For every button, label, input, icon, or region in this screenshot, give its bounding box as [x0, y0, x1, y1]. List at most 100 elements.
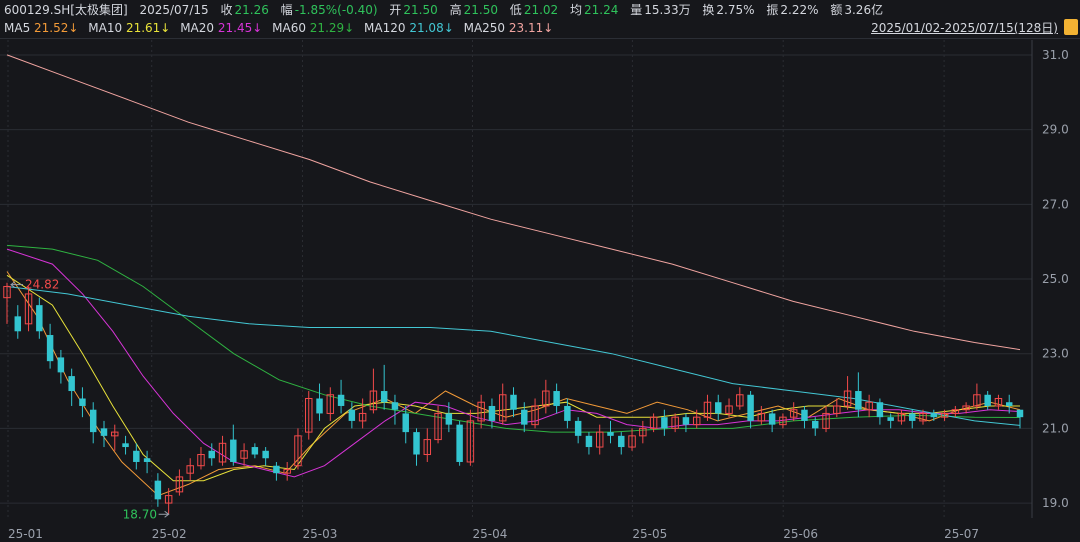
candle-body — [994, 398, 1003, 407]
x-tick-label: 25-07 — [944, 527, 979, 541]
candle-body — [682, 417, 690, 425]
ma-legend-item-3: MA60 21.29↓ — [272, 21, 355, 35]
y-tick-label: 23.0 — [1042, 347, 1069, 361]
candle-body — [466, 420, 475, 463]
high-label: 高 — [449, 3, 462, 17]
candle-body — [111, 431, 119, 437]
candle-body — [801, 409, 808, 421]
candle-body — [14, 316, 22, 332]
candle-body — [595, 431, 604, 448]
ma-legend: MA5 21.52↓ MA10 21.61↓ MA20 21.45↓ MA60 … — [4, 20, 559, 36]
candle-body — [100, 428, 108, 436]
candle-body — [531, 405, 539, 426]
x-tick-label: 25-05 — [632, 527, 667, 541]
candle-body — [843, 390, 852, 407]
candle-body — [865, 401, 873, 411]
candle-body — [186, 465, 194, 474]
candle-body — [661, 417, 668, 429]
x-tick-label: 25-06 — [783, 527, 818, 541]
candle-body — [218, 442, 227, 463]
candle-body — [628, 435, 636, 448]
candle-body — [574, 420, 582, 436]
candle-body — [1005, 402, 1013, 406]
candle-body — [962, 405, 970, 411]
y-tick-label: 25.0 — [1042, 272, 1069, 286]
y-tick-label: 27.0 — [1042, 197, 1069, 211]
candle-body — [585, 435, 593, 448]
candle-body — [876, 402, 884, 418]
candle-body — [779, 416, 787, 426]
candle-body — [498, 394, 507, 422]
turnover-label: 换 — [702, 3, 715, 17]
candle-body — [175, 476, 184, 493]
candle-body — [671, 416, 679, 429]
candle-body — [164, 495, 173, 504]
candle-body — [521, 409, 528, 425]
ma-legend-item-0: MA5 21.52↓ — [4, 21, 79, 35]
quote-date: 2025/07/15 — [139, 3, 209, 17]
ma-line-ma5 — [6, 271, 1021, 497]
y-tick-label: 31.0 — [1042, 48, 1069, 62]
ma-line-ma120 — [6, 286, 1021, 426]
candle-body — [725, 405, 733, 414]
candle-body — [855, 391, 862, 410]
candle-body — [68, 376, 75, 392]
ma-line-ma60 — [6, 244, 1021, 433]
candle-body — [456, 424, 463, 462]
candle-body — [909, 413, 916, 421]
candle-body — [358, 412, 367, 422]
open-label: 开 — [389, 3, 402, 17]
header-divider — [0, 38, 1080, 39]
candle-body — [305, 398, 313, 433]
candle-body — [757, 412, 766, 422]
candle-body — [887, 417, 894, 421]
candle-body — [607, 432, 614, 436]
candle-body — [736, 394, 744, 407]
candle-body — [768, 413, 776, 425]
candle-body — [715, 402, 722, 414]
candle-body — [413, 432, 420, 455]
candle-body — [337, 394, 345, 406]
low-value: 21.02 — [523, 3, 559, 17]
settings-icon[interactable] — [1064, 19, 1078, 35]
candle-body — [649, 416, 658, 429]
candle-body — [402, 413, 409, 433]
amount-label: 额 — [830, 3, 843, 17]
candle-body — [24, 293, 33, 325]
candle-body — [984, 394, 991, 406]
candle-body — [143, 458, 151, 462]
candle-body — [273, 465, 280, 474]
candle-body — [930, 413, 938, 418]
candle-body — [262, 450, 269, 459]
candle-body — [57, 357, 65, 373]
candle-body — [897, 412, 906, 422]
quote-info-bar: 600129.SH[太极集团] 2025/07/15 收 21.26 幅 -1.85… — [4, 2, 891, 18]
candle-body — [122, 443, 129, 448]
candle-body — [208, 450, 215, 459]
candle-body — [316, 398, 323, 414]
candle-body — [919, 412, 927, 422]
ma-legend-item-4: MA120 21.08↓ — [364, 21, 454, 35]
candle-body — [294, 435, 302, 467]
ma-legend-item-1: MA10 21.61↓ — [88, 21, 171, 35]
high-arrow-icon — [10, 281, 16, 289]
candle-body — [703, 401, 712, 418]
date-range-selector[interactable]: 2025/01/02-2025/07/15(128日) — [871, 21, 1058, 35]
candle-body — [542, 390, 550, 407]
avg-label: 均 — [570, 3, 583, 17]
candle-body — [488, 405, 496, 421]
candle-body — [197, 454, 205, 467]
x-tick-label: 25-03 — [302, 527, 337, 541]
candle-body — [154, 480, 162, 500]
candle-body — [1016, 409, 1024, 418]
candle-body — [3, 285, 11, 299]
candle-body — [822, 412, 830, 429]
low-arrow-icon — [164, 510, 170, 518]
candle-body — [380, 391, 388, 403]
x-tick-label: 25-02 — [152, 527, 187, 541]
y-tick-label: 29.0 — [1042, 123, 1069, 137]
candle-body — [833, 405, 841, 414]
low-label: 低 — [509, 3, 522, 17]
